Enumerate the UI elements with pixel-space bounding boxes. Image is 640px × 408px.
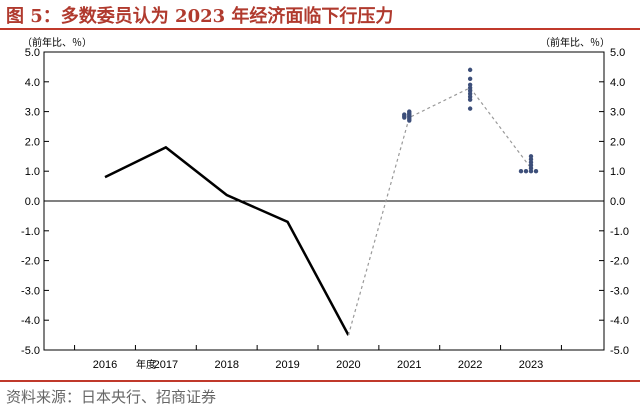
y-axis-left: 5.0 4.0 3.0 2.0 1.0 0.0 -1.0 -2.0 -3.0 -4.0 -5.0 (21, 47, 49, 357)
x-tick-label: 2017 (154, 359, 178, 371)
line-chart: 5.0 4.0 3.0 2.0 1.0 0.0 -1.0 -2.0 -3.0 -4.0 -5.0 5… (21, 36, 629, 371)
y-tick-label-right: -3.0 (610, 285, 629, 297)
y-tick-label-right: 1.0 (610, 166, 625, 178)
forecast-dots (402, 67, 539, 174)
x-fiscal-year-label: 年度 (136, 358, 156, 371)
y-tick-label-left: -1.0 (21, 226, 40, 238)
y-tick-label-left: -2.0 (21, 256, 40, 268)
source-note: 资料来源：日本央行、招商证券 (6, 388, 217, 406)
x-tick-label: 2020 (336, 359, 360, 371)
y-tick-label-left: 5.0 (25, 47, 40, 59)
y-tick-label-right: 5.0 (610, 47, 625, 59)
y-axis-right: 5.0 4.0 3.0 2.0 1.0 0.0 -1.0 -2.0 -3.0 -4.0 -5.0 (599, 47, 629, 357)
forecast-dot-2022 (467, 106, 473, 111)
forecast-dot-2022 (467, 76, 473, 82)
y-tick-label-left: -5.0 (21, 345, 40, 357)
y-tick-label-right: 2.0 (610, 136, 625, 148)
x-axis: 2016 2017 2018 2019 2020 2021 2022 2023 年度 (74, 345, 562, 371)
chart-area: 5.0 4.0 3.0 2.0 1.0 0.0 -1.0 -2.0 -3.0 -4.0 -5.0 5… (0, 32, 640, 378)
y-tick-label-right: 4.0 (610, 77, 625, 89)
y-tick-label-right: 3.0 (610, 107, 625, 119)
y-tick-label-left: 3.0 (25, 107, 40, 119)
title-bar: 图 5：多数委员认为 2023 年经济面临下行压力 (0, 0, 640, 30)
source-bar: 资料来源：日本央行、招商证券 (0, 380, 640, 408)
y-tick-label-left: -3.0 (21, 285, 40, 297)
y-tick-label-right: -5.0 (610, 345, 629, 357)
y-tick-label-left: 1.0 (25, 166, 40, 178)
forecast-dot-2021 (402, 113, 407, 119)
forecast-dot-2023 (523, 169, 529, 174)
y-tick-label-left: 4.0 (25, 77, 40, 89)
forecast-median-line (347, 87, 532, 336)
y-tick-label-left: 0.0 (25, 196, 40, 208)
x-tick-label: 2023 (519, 359, 543, 371)
y-tick-label-left: 2.0 (25, 136, 40, 148)
actual-growth-line (104, 145, 350, 336)
series-lines (104, 87, 532, 336)
y-tick-label-left: -4.0 (21, 315, 40, 327)
forecast-dot-2023 (528, 169, 534, 174)
chart-title: 图 5：多数委员认为 2023 年经济面临下行压力 (6, 6, 394, 27)
forecast-dot-2021 (407, 118, 412, 123)
x-tick-label: 2021 (397, 359, 421, 371)
x-tick-label: 2019 (275, 359, 299, 371)
forecast-dot-2023 (518, 169, 524, 174)
forecast-dot-2022 (467, 67, 473, 73)
y-unit-right: （前年比、％） (540, 36, 610, 49)
forecast-dot-2022 (467, 97, 473, 102)
x-tick-label: 2022 (458, 359, 482, 371)
x-tick-label: 2018 (214, 359, 238, 371)
forecast-dot-2023 (533, 169, 539, 174)
y-tick-label-right: -1.0 (610, 226, 629, 238)
x-tick-label: 2016 (93, 359, 117, 371)
y-unit-left: （前年比、％） (22, 36, 92, 49)
y-tick-label-right: -2.0 (610, 256, 629, 268)
y-tick-label-right: -4.0 (610, 315, 629, 327)
y-tick-label-right: 0.0 (610, 196, 625, 208)
